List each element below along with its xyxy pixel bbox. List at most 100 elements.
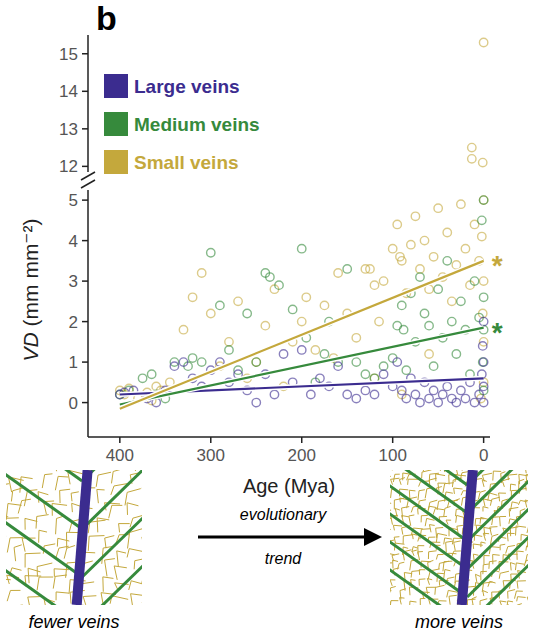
minor-vein <box>53 470 56 471</box>
minor-vein <box>519 479 524 481</box>
minor-vein <box>484 555 490 556</box>
point <box>470 277 478 285</box>
minor-vein <box>397 563 399 569</box>
minor-vein <box>483 556 484 565</box>
minor-vein <box>88 536 90 551</box>
minor-vein <box>392 560 393 568</box>
minor-vein <box>480 490 486 492</box>
minor-vein <box>452 480 454 487</box>
y-tick-label: 14 <box>59 82 78 101</box>
minor-vein <box>402 507 410 508</box>
minor-vein <box>500 545 501 550</box>
point <box>393 358 401 366</box>
primary-vein <box>462 470 473 605</box>
minor-vein <box>55 476 58 490</box>
minor-vein <box>54 569 55 577</box>
point <box>188 293 196 301</box>
point <box>429 386 437 394</box>
minor-vein <box>483 499 485 507</box>
minor-vein <box>394 537 395 543</box>
minor-vein <box>526 475 528 481</box>
minor-vein <box>439 581 440 586</box>
minor-vein <box>490 527 492 535</box>
minor-vein <box>436 474 445 476</box>
point <box>443 257 451 265</box>
point <box>439 390 447 398</box>
point <box>393 220 401 228</box>
minor-vein <box>112 505 122 506</box>
minor-vein <box>516 551 517 560</box>
minor-vein <box>434 587 436 594</box>
point <box>457 200 465 208</box>
minor-vein <box>134 561 136 570</box>
minor-vein <box>480 601 481 605</box>
minor-vein <box>490 526 498 527</box>
point <box>343 265 351 273</box>
axis-break <box>81 180 95 188</box>
y-tick-label: 0 <box>69 394 78 413</box>
minor-vein <box>443 538 445 544</box>
point <box>334 269 342 277</box>
point <box>334 362 342 370</box>
minor-vein <box>419 579 420 585</box>
point <box>361 370 369 378</box>
minor-vein <box>42 475 44 488</box>
minor-vein <box>427 518 435 520</box>
minor-vein <box>462 470 463 471</box>
minor-vein <box>420 598 425 599</box>
minor-vein <box>449 596 450 604</box>
y-tick <box>82 199 88 201</box>
y-tick-label: 1 <box>69 353 78 372</box>
minor-vein <box>38 530 39 542</box>
plot-area <box>116 196 488 409</box>
minor-vein <box>492 471 494 480</box>
point <box>452 398 460 406</box>
minor-vein <box>517 551 524 553</box>
minor-vein <box>475 574 476 582</box>
minor-vein <box>444 508 445 516</box>
minor-vein <box>421 472 422 478</box>
minor-vein <box>21 477 33 479</box>
minor-vein <box>452 538 453 544</box>
minor-vein <box>507 591 508 598</box>
minor-vein <box>97 518 99 532</box>
minor-vein <box>395 474 400 475</box>
minor-vein <box>421 515 427 516</box>
minor-vein <box>6 504 8 520</box>
minor-vein <box>390 580 392 586</box>
minor-vein <box>417 509 419 515</box>
y-tick <box>82 240 88 242</box>
minor-vein <box>507 475 508 480</box>
minor-vein <box>438 554 444 555</box>
minor-vein <box>482 507 483 512</box>
minor-vein <box>445 542 447 552</box>
minor-vein <box>488 581 490 586</box>
point <box>207 309 215 317</box>
minor-vein <box>142 568 143 583</box>
minor-vein <box>461 491 463 496</box>
point <box>343 390 351 398</box>
minor-vein <box>475 519 477 526</box>
minor-vein <box>498 493 500 501</box>
minor-vein <box>445 538 452 539</box>
minor-vein <box>7 590 10 601</box>
minor-vein <box>501 472 506 474</box>
minor-vein <box>55 575 67 576</box>
minor-vein <box>511 574 517 575</box>
minor-vein <box>390 562 392 563</box>
point <box>478 232 486 240</box>
minor-vein <box>130 518 133 527</box>
secondary-vein <box>6 516 82 577</box>
minor-vein <box>390 601 391 605</box>
point <box>402 366 410 374</box>
minor-vein <box>128 532 130 548</box>
minor-vein <box>473 554 475 561</box>
minor-vein <box>439 600 447 601</box>
point <box>479 398 487 406</box>
secondary-vein <box>390 535 467 597</box>
minor-vein <box>499 573 501 579</box>
minor-vein <box>129 549 142 552</box>
minor-vein <box>421 516 422 523</box>
point <box>320 350 328 358</box>
minor-vein <box>67 546 75 549</box>
